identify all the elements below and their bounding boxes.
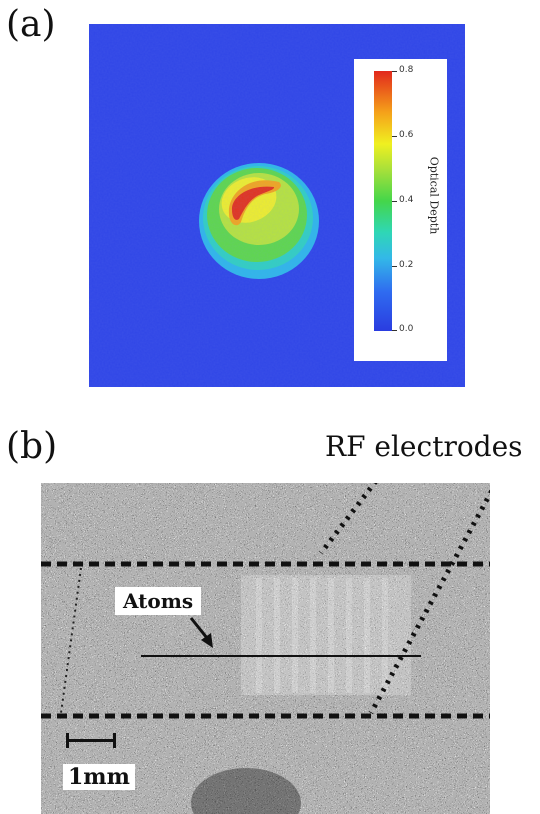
- electrode-leader-1: [319, 483, 378, 555]
- absorption-image: [41, 483, 490, 814]
- colorbar-tick: [392, 201, 397, 202]
- cloud-red-core: [231, 186, 275, 220]
- colorbar-tick: [392, 136, 397, 137]
- trap-outline-left: [60, 567, 82, 714]
- electrode-leader-2: [368, 488, 490, 715]
- colorbar-tick-label: 0.6: [399, 130, 414, 140]
- scale-bar-end: [66, 733, 69, 748]
- scale-bar: [66, 739, 116, 742]
- colorbar: [374, 71, 392, 331]
- optical-depth-image: 0.8 0.6 0.4 0.2 0.0 Optical Depth: [89, 24, 465, 387]
- image-noise: [41, 483, 490, 814]
- scale-bar-label: 1mm: [63, 764, 135, 790]
- colorbar-tick-label: 0.0: [399, 324, 414, 334]
- scale-bar-end: [113, 733, 116, 748]
- panel-a-label: (a): [6, 4, 56, 45]
- panel-b-label: (b): [6, 426, 58, 467]
- noisy-atom-image: [41, 483, 490, 814]
- atom-fringes-region: [241, 575, 411, 695]
- colorbar-tick-label: 0.2: [399, 260, 414, 270]
- colorbar-panel: 0.8 0.6 0.4 0.2 0.0 Optical Depth: [354, 59, 447, 361]
- colorbar-tick-label: 0.8: [399, 65, 414, 75]
- atoms-label: Atoms: [115, 587, 202, 615]
- colorbar-title: Optical Depth: [427, 156, 441, 235]
- colorbar-tick-label: 0.4: [399, 195, 414, 205]
- colorbar-tick: [392, 71, 397, 72]
- dark-blob: [191, 768, 301, 814]
- fringe-stripes: [256, 578, 388, 693]
- colorbar-tick: [392, 266, 397, 267]
- rf-electrodes-label: RF electrodes: [325, 430, 523, 463]
- atoms-arrow-head: [201, 633, 213, 648]
- colorbar-tick: [392, 330, 397, 331]
